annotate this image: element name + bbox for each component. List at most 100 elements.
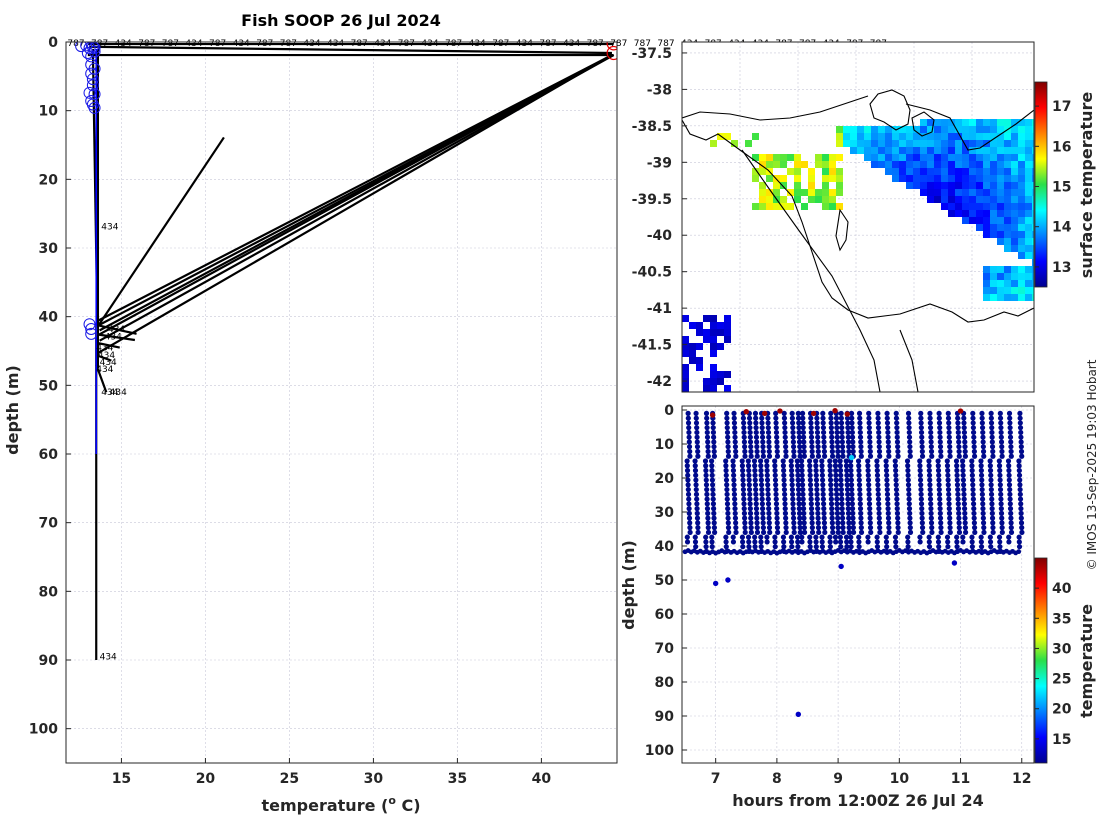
profile-sample-dot	[774, 448, 780, 455]
profile-sample-dot	[758, 463, 764, 469]
profile-sample-dot	[790, 501, 796, 507]
profile-sample-dot	[814, 420, 820, 426]
profile-sample-dot	[884, 415, 890, 421]
profile-sample-dot	[980, 515, 986, 521]
profile-sample-dot	[791, 525, 797, 531]
profile-sample-dot	[758, 467, 764, 474]
profile-sample-dot	[885, 496, 891, 502]
profile-sample-dot	[839, 515, 846, 521]
profile-y-tick-label: 80	[39, 584, 59, 600]
profile-sample-dot	[821, 429, 827, 436]
profile-sample-dot	[753, 491, 759, 497]
profile-sample-dot	[876, 434, 882, 440]
profile-sample-dot	[1018, 439, 1024, 445]
profile-sample-dot	[741, 506, 747, 512]
profile-sample-dot	[875, 482, 881, 488]
profile-sample-dot	[849, 429, 855, 436]
profile-marker	[85, 327, 98, 340]
profile-sample-dot	[764, 463, 770, 469]
profile-sample-dot	[783, 448, 789, 455]
sst-cell	[927, 182, 934, 189]
profile-sample-dot	[694, 515, 701, 521]
profile-sample-dot	[746, 467, 752, 474]
profile-sample-dot	[789, 410, 795, 416]
port-phillip-bay	[869, 89, 911, 131]
profile-sample-dot	[815, 506, 821, 512]
sst-cell	[927, 133, 934, 140]
profile-sample-dot	[1016, 463, 1022, 469]
profile-sample-dot	[848, 467, 854, 474]
profile-sample-dot	[820, 477, 826, 483]
profile-sample-dot	[857, 434, 864, 440]
profile-sample-dot	[790, 496, 796, 502]
profile-sample-dot	[884, 410, 890, 416]
profile-sample-dot	[725, 434, 731, 440]
profile-sample-dot	[849, 415, 855, 421]
sst-cell	[717, 343, 724, 350]
profile-sample-dot	[789, 420, 796, 426]
profile-sample-dot	[936, 486, 942, 493]
profile-sample-dot	[828, 420, 834, 426]
profile-sample-dot	[857, 496, 863, 502]
profile-sample-dot	[999, 520, 1005, 526]
profile-sample-dot	[814, 482, 820, 488]
profile-x-ticks: 15 20 25 30 35 40	[112, 758, 551, 787]
profile-sample-dot	[927, 420, 933, 426]
time-depth-y-tick-label: 60	[655, 607, 675, 623]
profile-sample-dot	[937, 425, 943, 431]
profile-grid	[66, 41, 617, 763]
profile-sample-dot	[686, 425, 692, 431]
profile-sample-dot	[754, 525, 760, 531]
sst-cell	[913, 182, 920, 189]
sst-cell	[1004, 175, 1011, 182]
sst-cell	[990, 217, 997, 224]
profile-sample-dot	[789, 482, 795, 488]
profile-sample-dot	[746, 477, 752, 483]
sst-cell	[822, 154, 829, 161]
profile-sample-dot	[978, 458, 984, 464]
profile-sample-dot	[730, 458, 736, 464]
sst-cell	[976, 126, 983, 133]
profile-marker	[88, 45, 101, 58]
time-depth-y-tick-label: 0	[664, 403, 674, 419]
profile-sample-dot	[694, 510, 700, 516]
profile-sample-dot	[849, 506, 856, 512]
sst-cell	[822, 189, 829, 196]
time-depth-y-tick-label: 10	[655, 437, 675, 453]
sst-cell	[1032, 238, 1034, 245]
sst-cell	[822, 203, 829, 210]
profile-sample-dot	[954, 463, 960, 469]
profile-sample-dot	[834, 501, 840, 507]
sst-cell	[871, 161, 878, 168]
profile-sample-dot	[839, 496, 845, 502]
profile-sample-dot	[745, 534, 752, 540]
profile-sample-dot	[740, 477, 746, 483]
profile-sample-dot	[799, 472, 805, 478]
profile-sample-dot	[795, 486, 802, 493]
profile-x-tick-label: 20	[196, 771, 216, 787]
profile-y-tick-label: 10	[39, 104, 59, 120]
sst-cell	[1032, 203, 1034, 210]
sst-cell	[1018, 196, 1025, 203]
profile-sample-dot	[980, 501, 986, 507]
sst-cell	[864, 154, 871, 161]
profile-sample-dot	[961, 501, 968, 507]
profile-sample-dot	[849, 486, 855, 493]
profile-sample-dot	[960, 467, 966, 474]
sst-cell	[990, 231, 997, 238]
sst-cell	[955, 126, 962, 133]
profile-sample-dot	[732, 434, 738, 440]
profile-sample-dot	[782, 506, 788, 512]
profile-sample-dot	[883, 458, 889, 464]
sst-cell	[682, 364, 689, 371]
profile-sample-dot	[723, 539, 729, 545]
profile-sample-dot	[980, 444, 986, 450]
sst-cell	[1011, 245, 1018, 252]
sst-cell	[801, 189, 808, 196]
sst-cell	[843, 140, 850, 147]
profile-sample-dot	[906, 501, 912, 507]
profile-sample-dot	[895, 515, 901, 521]
profile-segment	[96, 323, 137, 335]
sst-cell	[997, 126, 1004, 133]
profile-sample-dot	[918, 482, 924, 488]
